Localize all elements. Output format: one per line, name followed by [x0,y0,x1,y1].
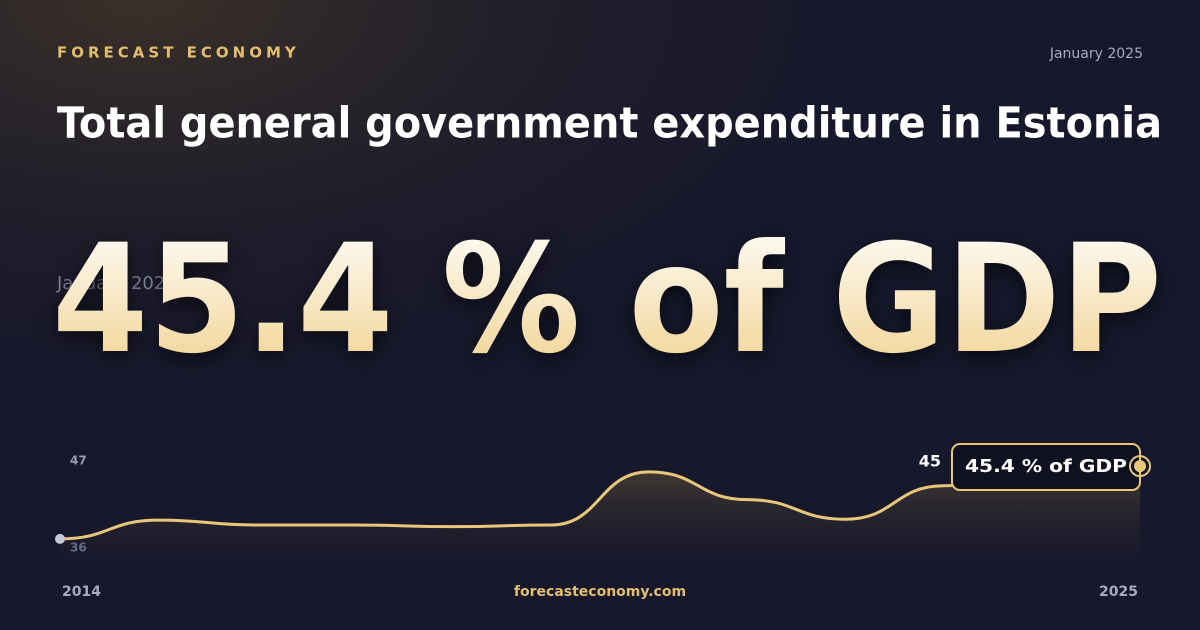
date: January 2025 [1049,46,1143,62]
brand: FORECAST ECONOMY [57,44,300,62]
chart-title: Total general government expenditure in … [57,99,1162,149]
value-label: 45.4 % of GDP [965,456,1127,477]
y-tick-label: 47 [70,454,87,468]
x-tick-label: 2014 [62,584,101,600]
end-dot [1134,460,1146,473]
headline: 45.4 % of GDP [52,213,1162,387]
callout: 45 [919,452,941,471]
subtitle: January 2025 [56,273,177,294]
end-ring [1129,455,1151,478]
x-tick-label: 2025 [1099,584,1138,600]
area [60,466,1140,565]
start-dot [55,533,65,544]
footer: forecasteconomy.com [514,584,686,600]
